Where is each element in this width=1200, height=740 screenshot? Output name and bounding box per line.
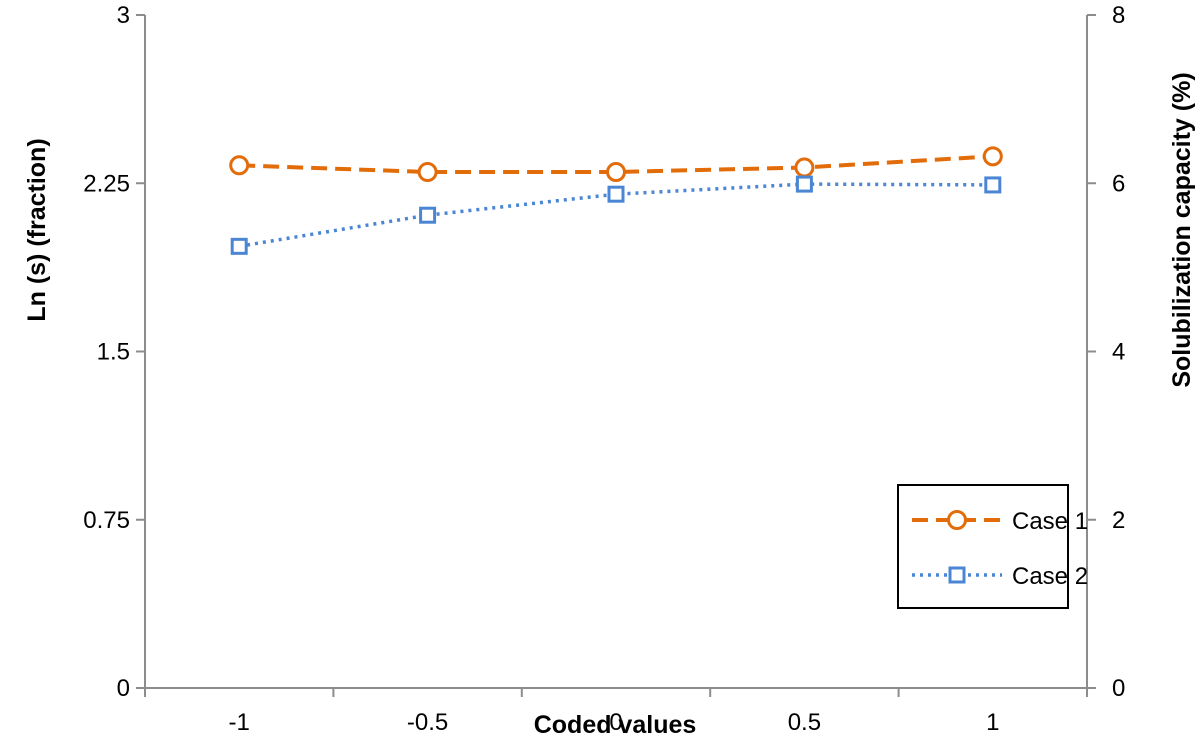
x-tick-label: 0.5 <box>788 709 821 736</box>
data-point <box>417 162 438 183</box>
data-point <box>229 155 250 176</box>
x-tick-label: 0 <box>609 709 622 736</box>
legend-entry-case-2: Case 2 <box>912 563 1088 590</box>
y2-tick-label: 0 <box>1112 675 1125 702</box>
y2-tick-label: 8 <box>1112 2 1125 29</box>
legend-box <box>897 484 1069 609</box>
y-tick-label: 1.5 <box>97 339 130 366</box>
series-line <box>239 154 993 174</box>
axes <box>136 14 1096 697</box>
legend-label-case-2: Case 2 <box>1012 563 1088 590</box>
legend: Case 1 Case 2 <box>897 484 1088 609</box>
y2-tick-label: 2 <box>1112 507 1125 534</box>
y2-tick-label: 6 <box>1112 170 1125 197</box>
data-point <box>606 162 626 183</box>
legend-entry-case-1: Case 1 <box>912 508 1088 535</box>
data-point <box>230 237 248 255</box>
data-point <box>982 146 1003 167</box>
data-point <box>795 175 813 193</box>
x-tick-label: -1 <box>229 709 250 736</box>
data-point <box>419 206 437 224</box>
legend-marker-case-2 <box>948 566 966 584</box>
tick-labels: -1 -0.5 0 0.5 1 0 0.75 1.5 2.25 3 0 2 4 6 8 <box>83 2 1125 736</box>
series-case-1 <box>229 146 1003 183</box>
y-tick-label: 3 <box>117 2 130 29</box>
y2-tick-label: 4 <box>1112 339 1125 366</box>
series-layer <box>229 146 1003 255</box>
y-tick-label: 0 <box>117 675 130 702</box>
y2-axis-title: Solubilization capacity (%) <box>1168 72 1196 387</box>
y-axis-title: Ln (s) (fraction) <box>23 138 51 321</box>
series-case-2 <box>230 175 1002 255</box>
x-tick-label: 1 <box>986 709 999 736</box>
legend-label-case-1: Case 1 <box>1012 508 1088 535</box>
data-point <box>984 176 1002 194</box>
legend-marker-case-1 <box>947 510 967 530</box>
x-axis-title: Coded values <box>534 711 697 739</box>
y-tick-label: 2.25 <box>83 170 130 197</box>
data-point <box>607 185 625 203</box>
y-tick-label: 0.75 <box>83 507 130 534</box>
data-point <box>794 157 815 178</box>
x-tick-label: -0.5 <box>407 709 448 736</box>
